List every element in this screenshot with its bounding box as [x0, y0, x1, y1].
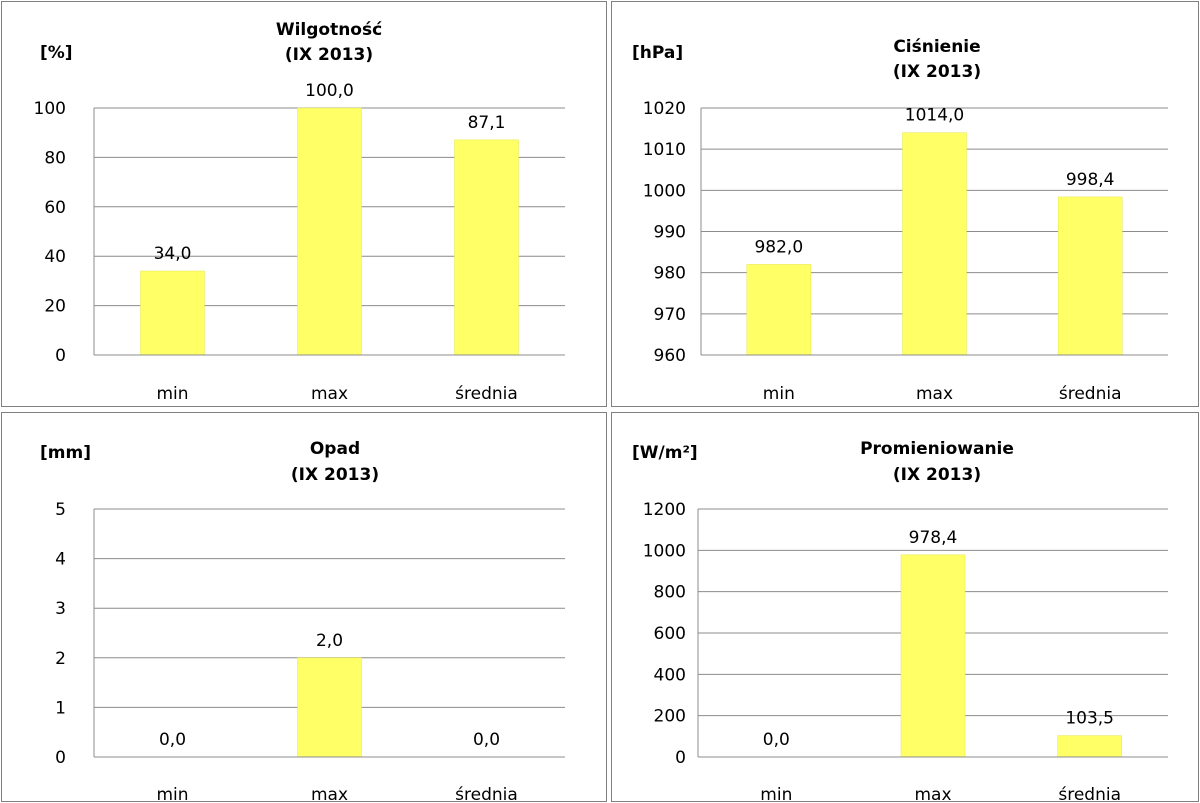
humidity-data-label-2: 87,1 [468, 113, 506, 133]
precipitation-y-tick-label: 1 [55, 698, 66, 718]
humidity-y-tick-label: 0 [55, 346, 66, 366]
pressure-bar-0 [746, 264, 812, 356]
humidity-y-tick-label: 60 [44, 198, 66, 218]
precipitation-title-line-1: Opad [310, 439, 360, 459]
radiation-y-tick-label: 0 [675, 748, 686, 768]
pressure-y-tick-label: 960 [654, 346, 686, 366]
humidity-category-label-0: min [156, 384, 188, 404]
chart-svg-humidity: 0 20 40 60 80 100 34,0 min 100,0 max 87,1 średnia [%… [34, 20, 565, 404]
pressure-y-tick-label: 980 [654, 264, 686, 284]
pressure-data-label-0: 982,0 [754, 237, 803, 257]
pressure-bar-1 [902, 132, 967, 356]
pressure-y-tick-label: 1020 [643, 99, 686, 119]
radiation-bar-1 [900, 554, 966, 758]
radiation-category-label-2: średnia [1058, 785, 1121, 801]
chart-panel-pressure: 960 970 980 990 1000 1010 1020 982,0 min 1014,0 ma… [611, 1, 1199, 407]
radiation-y-tick-label: 400 [654, 665, 686, 685]
humidity-title-line-1: Wilgotność [276, 20, 382, 40]
radiation-y-tick-label: 1200 [643, 500, 686, 520]
pressure-title-line-1: Ciśnienie [893, 37, 980, 57]
precipitation-data-label-1: 2,0 [316, 631, 343, 651]
pressure-data-label-2: 998,4 [1066, 170, 1115, 190]
precipitation-y-tick-label: 2 [55, 649, 66, 669]
radiation-y-tick-label: 800 [654, 583, 686, 603]
pressure-category-label-2: średnia [1059, 384, 1122, 404]
humidity-data-label-1: 100,0 [305, 81, 354, 101]
radiation-bar-2 [1057, 735, 1122, 758]
radiation-y-tick-label: 200 [654, 707, 686, 727]
pressure-bar-2 [1057, 196, 1123, 356]
chart-svg-precipitation: 0 1 2 3 4 5 0,0 min 2,0 max 0,0 średnia [mm] Opad (IX … [40, 439, 565, 801]
humidity-y-tick-label: 100 [34, 99, 66, 119]
humidity-unit-label: [%] [40, 43, 73, 63]
precipitation-y-tick-label: 4 [55, 550, 66, 570]
humidity-bar-0 [140, 270, 205, 356]
humidity-data-label-0: 34,0 [154, 244, 192, 264]
humidity-y-tick-label: 20 [44, 297, 66, 317]
chart-svg-pressure: 960 970 980 990 1000 1010 1020 982,0 min 1014,0 ma… [632, 37, 1168, 404]
precipitation-data-label-2: 0,0 [473, 730, 500, 750]
pressure-y-tick-label: 990 [654, 223, 686, 243]
precipitation-y-tick-label: 5 [55, 500, 66, 520]
radiation-unit-label: [W/m²] [632, 443, 698, 463]
radiation-category-label-1: max [914, 785, 951, 801]
precipitation-unit-label: [mm] [40, 443, 91, 463]
precipitation-category-label-1: max [311, 785, 348, 801]
chart-panel-precipitation: 0 1 2 3 4 5 0,0 min 2,0 max 0,0 średnia [mm] Opad (IX … [1, 412, 607, 802]
pressure-y-tick-label: 970 [654, 305, 686, 325]
humidity-bar-1 [297, 107, 362, 356]
precipitation-title-line-2: (IX 2013) [291, 465, 379, 485]
precipitation-category-label-0: min [156, 785, 188, 801]
precipitation-data-label-0: 0,0 [159, 730, 186, 750]
radiation-data-label-0: 0,0 [763, 730, 790, 750]
radiation-y-tick-label: 1000 [643, 541, 686, 561]
pressure-unit-label: [hPa] [632, 43, 683, 63]
radiation-y-tick-label: 600 [654, 624, 686, 644]
pressure-y-tick-label: 1000 [643, 181, 686, 201]
humidity-y-tick-label: 40 [44, 247, 66, 267]
precipitation-y-tick-label: 3 [55, 599, 66, 619]
humidity-y-tick-label: 80 [44, 148, 66, 168]
humidity-bar-2 [454, 139, 519, 356]
precipitation-bar-1 [297, 657, 362, 758]
pressure-category-label-0: min [763, 384, 795, 404]
humidity-title-line-2: (IX 2013) [285, 45, 373, 65]
radiation-category-label-0: min [760, 785, 792, 801]
chart-panel-radiation: 0 200 400 600 800 1000 1200 0,0 min 978,4 max 103,5… [611, 412, 1199, 802]
chart-svg-radiation: 0 200 400 600 800 1000 1200 0,0 min 978,4 max 103,5… [632, 439, 1168, 801]
precipitation-y-tick-label: 0 [55, 748, 66, 768]
pressure-title-line-2: (IX 2013) [893, 62, 981, 82]
radiation-title-line-1: Promieniowanie [860, 439, 1014, 459]
precipitation-category-label-2: średnia [455, 785, 518, 801]
pressure-y-tick-label: 1010 [643, 140, 686, 160]
pressure-category-label-1: max [916, 384, 953, 404]
radiation-title-line-2: (IX 2013) [893, 465, 981, 485]
radiation-data-label-2: 103,5 [1065, 709, 1114, 729]
radiation-data-label-1: 978,4 [909, 528, 958, 548]
pressure-data-label-1: 1014,0 [905, 106, 964, 126]
chart-panel-humidity: 0 20 40 60 80 100 34,0 min 100,0 max 87,1 średnia [%… [1, 1, 607, 407]
humidity-category-label-2: średnia [455, 384, 518, 404]
humidity-category-label-1: max [311, 384, 348, 404]
